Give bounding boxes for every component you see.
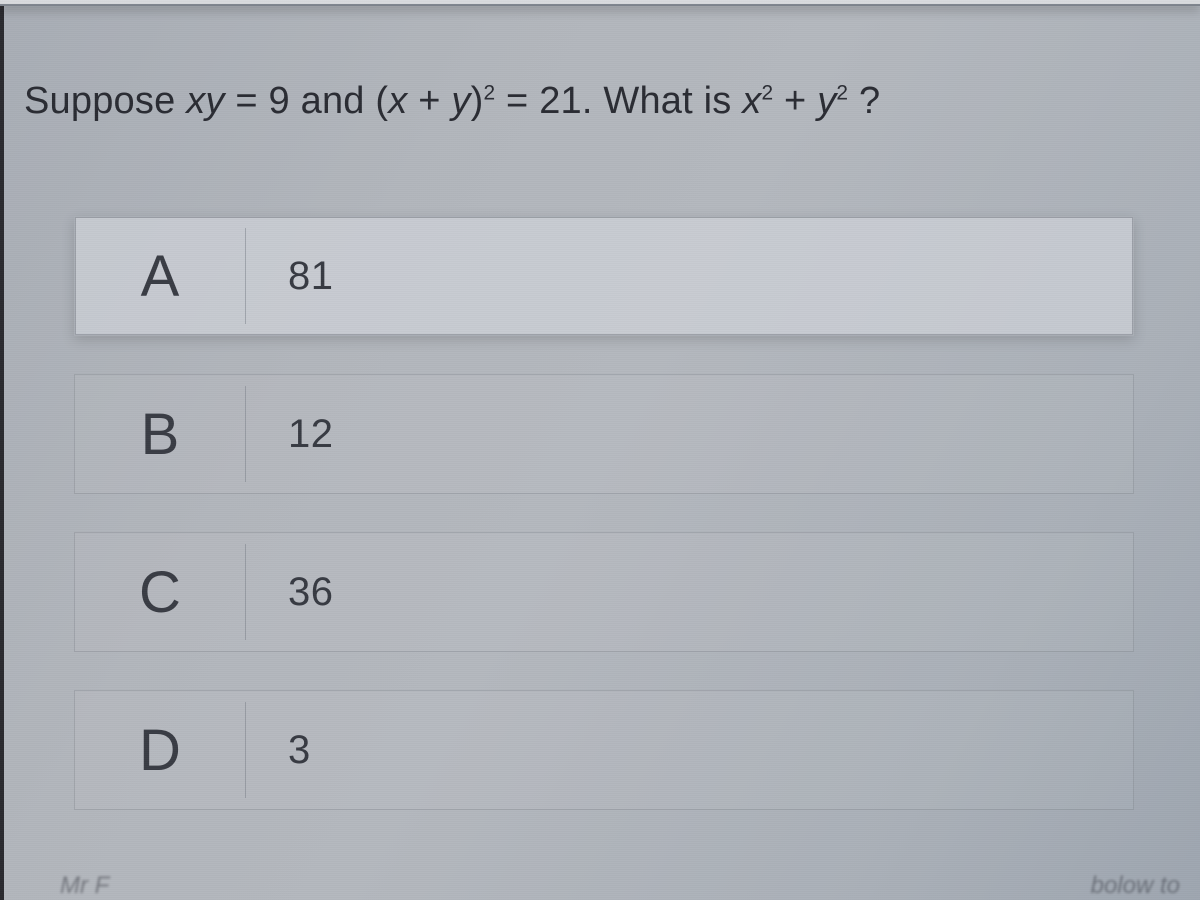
question-text: Suppose xy = 9 and (x + y)2 = 21. What i…: [24, 80, 1176, 123]
q-tail-q: ?: [848, 80, 880, 122]
q-lparen: (: [375, 80, 388, 122]
q-rparen: ): [471, 80, 484, 122]
q-tail-x: x: [742, 80, 761, 122]
q-tail-exp2: 2: [836, 81, 848, 104]
answer-letter: C: [75, 559, 245, 626]
answer-letter: D: [75, 717, 245, 784]
q-plus: +: [407, 80, 451, 122]
q-eq1: =: [225, 80, 269, 122]
screen-left-edge: [0, 0, 4, 900]
q-rhs2: 21: [539, 80, 582, 122]
q-eq2: =: [495, 80, 539, 122]
answer-value: 12: [246, 412, 334, 457]
footer-right: bolow to: [1091, 872, 1180, 900]
q-exp2: 2: [483, 81, 495, 104]
partial-footer-text: Mr F bolow to: [0, 860, 1200, 900]
q-xy: xy: [186, 80, 224, 122]
answer-option-b[interactable]: B 12: [74, 374, 1134, 494]
answer-option-c[interactable]: C 36: [74, 532, 1134, 652]
q-x: x: [388, 80, 407, 122]
answer-letter: B: [75, 401, 245, 468]
q-mid: and: [290, 80, 376, 122]
screen-top-bar: [0, 0, 1200, 6]
q-y: y: [451, 80, 470, 122]
q-tail-y: y: [817, 80, 836, 122]
answer-option-d[interactable]: D 3: [74, 690, 1134, 810]
q-tail-a: . What is: [582, 80, 742, 122]
answer-letter: A: [75, 243, 245, 310]
footer-left: Mr F: [60, 872, 109, 900]
q-tail-exp1: 2: [761, 81, 773, 104]
answer-value: 36: [246, 570, 334, 615]
answer-list: A 81 B 12 C 36 D 3: [74, 216, 1134, 810]
q-prefix: Suppose: [24, 80, 186, 122]
q-tail-plus: +: [773, 80, 817, 122]
q-rhs1: 9: [269, 80, 290, 122]
answer-value: 3: [246, 728, 311, 773]
answer-value: 81: [246, 254, 334, 299]
answer-option-a[interactable]: A 81: [74, 216, 1134, 336]
